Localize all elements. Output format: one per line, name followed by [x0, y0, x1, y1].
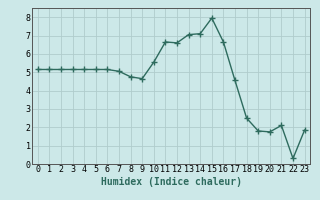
X-axis label: Humidex (Indice chaleur): Humidex (Indice chaleur): [101, 177, 242, 187]
